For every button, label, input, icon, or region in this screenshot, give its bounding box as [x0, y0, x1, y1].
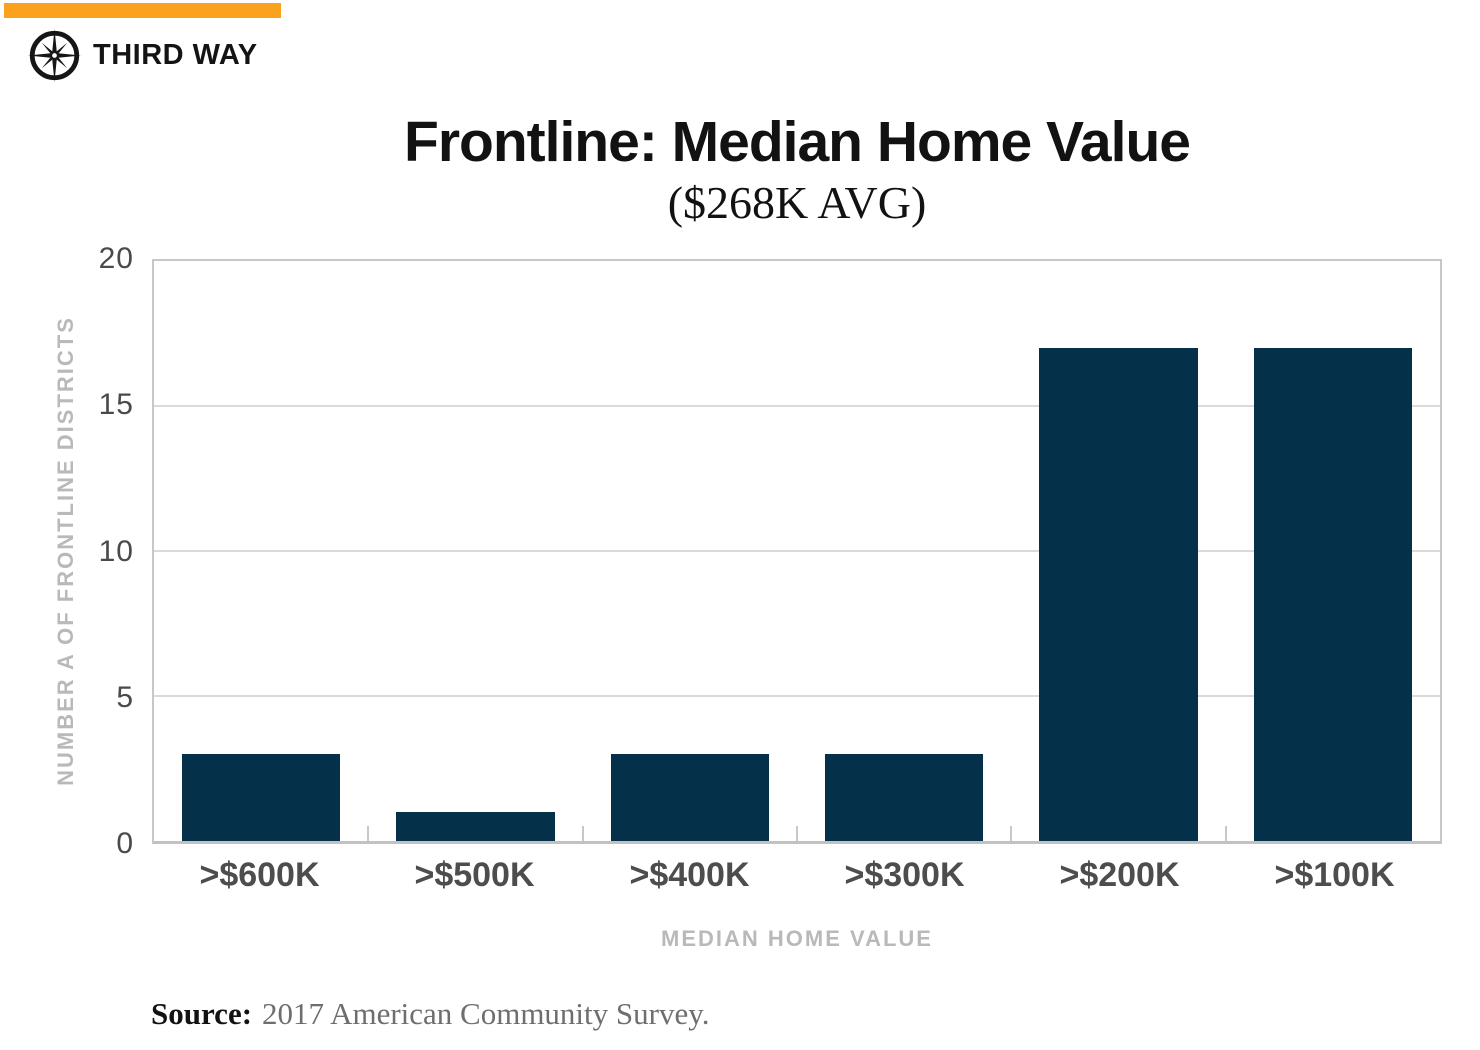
x-axis-boundary-tick — [1010, 826, 1013, 841]
x-axis-boundary-tick — [581, 826, 584, 841]
brand-accent-bar — [4, 3, 281, 18]
brand-logo: THIRD WAY — [28, 29, 258, 82]
x-category-label: >$600K — [199, 856, 320, 894]
source-line: Source: 2017 American Community Survey. — [151, 996, 709, 1032]
plot-area — [152, 259, 1442, 844]
y-tick-label-0: 0 — [116, 827, 134, 860]
chart-title: Frontline: Median Home Value — [404, 110, 1191, 174]
x-axis-boundary-tick — [796, 826, 798, 841]
source-text: 2017 American Community Survey. — [262, 996, 710, 1031]
brand-name: THIRD WAY — [93, 39, 258, 71]
y-tick-label-5: 5 — [116, 680, 134, 714]
x-category-label: >$400K — [629, 856, 750, 894]
compass-icon — [28, 29, 81, 82]
x-axis-boundary-tick — [1224, 826, 1227, 841]
x-axis-title: MEDIAN HOME VALUE — [661, 926, 933, 951]
bar->$600K — [181, 754, 341, 841]
x-axis-boundary-tick — [367, 826, 370, 841]
bar->$300K — [824, 754, 984, 841]
source-label: Source: — [151, 996, 253, 1031]
bar->$200K — [1039, 348, 1198, 841]
bar->$400K — [610, 754, 770, 841]
x-category-label: >$100K — [1274, 856, 1395, 894]
x-category-label: >$200K — [1059, 856, 1180, 894]
y-tick-labels: 0 5 10 15 20 — [0, 242, 134, 860]
y-tick-label-20: 20 — [98, 242, 134, 275]
bar->$100K — [1253, 348, 1413, 841]
bar->$500K — [396, 812, 555, 841]
y-tick-label-10: 10 — [98, 534, 134, 568]
x-category-label: >$500K — [414, 856, 535, 894]
chart-subtitle: ($268K AVG) — [667, 177, 927, 228]
y-tick-label-15: 15 — [98, 388, 134, 422]
gridline-5 — [154, 695, 1440, 697]
x-axis-labels: >$600K >$500K >$400K >$300K >$200K >$100K — [152, 856, 1442, 895]
gridline-15 — [154, 405, 1440, 407]
gridline-10 — [154, 550, 1440, 552]
x-category-label: >$300K — [844, 856, 965, 894]
